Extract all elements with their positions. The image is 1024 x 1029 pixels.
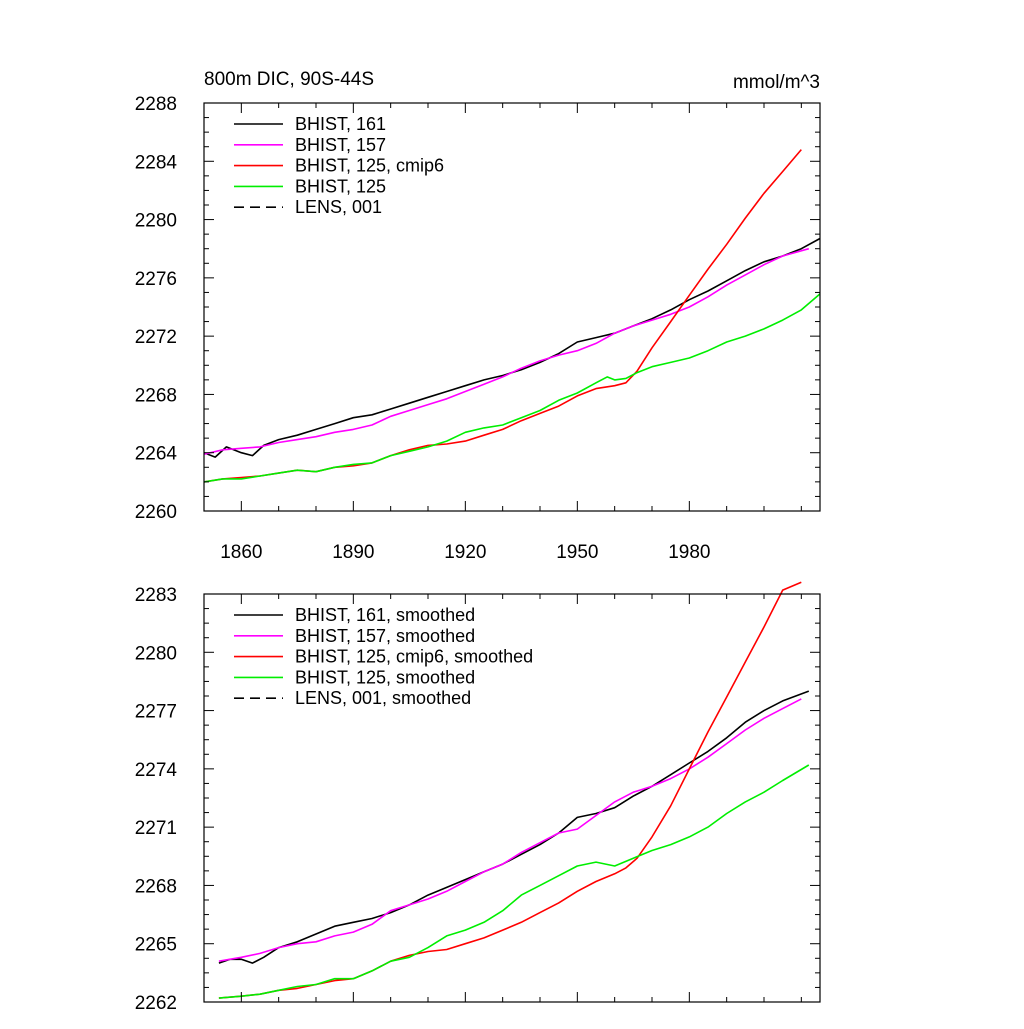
y-tick-label: 2265 [135, 935, 177, 956]
series-line-bhist-157-smoothed [218, 698, 802, 962]
y-tick-label: 2280 [135, 211, 177, 232]
legend-label: BHIST, 161 [295, 114, 386, 134]
x-tick-label: 1950 [556, 542, 598, 563]
top-panel: 2260 2264 2268 2272 2276 2280 2284 2288 1860 1890… [135, 69, 821, 563]
legend-label: BHIST, 125, cmip6, smoothed [295, 647, 533, 667]
legend-label: BHIST, 125, smoothed [295, 667, 475, 687]
x-tick-label: 1860 [220, 542, 262, 563]
y-tick-label: 2268 [135, 876, 177, 897]
series-line-bhist-125 [203, 293, 821, 483]
y-tick-label: 2268 [135, 385, 177, 406]
legend-label: BHIST, 161, smoothed [295, 605, 475, 625]
y-tick-label: 2274 [135, 760, 178, 781]
legend-label: BHIST, 157, smoothed [295, 626, 475, 646]
y-tick-label: 2283 [135, 585, 177, 606]
x-tick-label: 1920 [444, 542, 486, 563]
y-tick-label: 2277 [135, 702, 177, 723]
series-line-bhist-157 [203, 247, 810, 455]
chart-units-label: mmol/m^3 [733, 72, 820, 93]
series-line-bhist-161-smoothed [218, 690, 810, 964]
y-tick-label: 2288 [135, 94, 177, 115]
x-tick-label: 1890 [332, 542, 374, 563]
y-tick-label: 2264 [135, 444, 178, 465]
legend-label: BHIST, 125, cmip6 [295, 156, 444, 176]
chart-title-left: 800m DIC, 90S-44S [204, 69, 374, 90]
legend-label: BHIST, 125 [295, 176, 386, 196]
y-tick-label: 2284 [135, 152, 178, 173]
y-tick-label: 2276 [135, 269, 177, 290]
y-tick-label: 2272 [135, 327, 177, 348]
series-line-bhist-125-smoothed [218, 764, 810, 999]
legend-label: BHIST, 157 [295, 135, 386, 155]
legend-label: LENS, 001 [295, 197, 382, 217]
y-tick-label: 2271 [135, 818, 177, 839]
y-tick-label: 2260 [135, 502, 177, 523]
series-line-bhist-161 [203, 237, 821, 458]
legend-label: LENS, 001, smoothed [295, 688, 471, 708]
x-tick-label: 1980 [668, 542, 710, 563]
y-tick-label: 2280 [135, 643, 177, 664]
y-tick-label: 2262 [135, 993, 177, 1014]
series-line-bhist-125-cmip6 [203, 149, 802, 483]
bottom-panel: 2262 2265 2268 2271 2274 2277 2280 2283 BHIST, 1… [135, 581, 821, 1014]
